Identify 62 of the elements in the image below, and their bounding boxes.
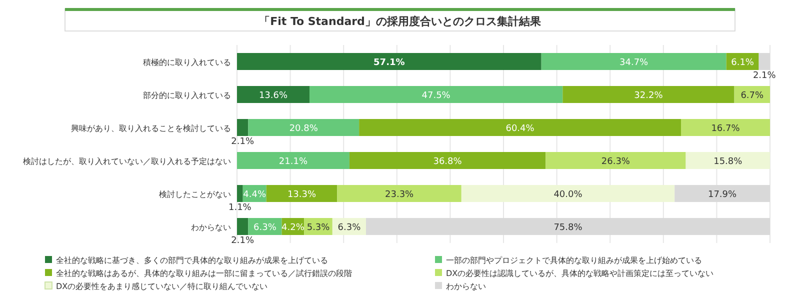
- y-tick-label: 興味があり、取り入れることを検討している: [71, 124, 231, 133]
- data-label: 47.5%: [422, 91, 451, 101]
- bar: [461, 185, 675, 202]
- bar: [237, 185, 243, 202]
- bar: [541, 53, 726, 70]
- bar: [266, 185, 338, 202]
- data-label: 6.3%: [254, 223, 277, 233]
- bar: [337, 185, 462, 202]
- data-label: 13.6%: [258, 91, 288, 101]
- bar: [309, 86, 563, 103]
- data-label: 20.8%: [289, 124, 318, 134]
- data-label: 6.3%: [338, 223, 362, 233]
- y-tick-label: 検討はしたが、取り入れていない／取り入れる予定はない: [23, 157, 231, 166]
- data-label: 4.4%: [243, 190, 266, 200]
- data-label: 16.7%: [711, 124, 740, 134]
- bar: [237, 218, 248, 235]
- data-label: 13.3%: [287, 190, 316, 200]
- data-label: 15.8%: [714, 157, 743, 167]
- legend-label: 一部の部門やプロジェクトで具体的な取り組みが成果を上げ始めている: [446, 256, 702, 265]
- data-label: 2.1%: [752, 71, 776, 81]
- data-label: 1.1%: [228, 203, 252, 213]
- data-label: 26.3%: [601, 157, 630, 167]
- bar: [237, 119, 248, 136]
- y-tick-label: わからない: [191, 223, 231, 232]
- bar: [686, 152, 770, 169]
- bar: [758, 53, 770, 70]
- data-label: 21.1%: [278, 157, 308, 167]
- bar: [674, 185, 770, 202]
- y-tick-label: 部分的に取り入れている: [143, 91, 231, 100]
- data-label: 17.9%: [708, 190, 738, 200]
- data-label: 6.1%: [731, 58, 754, 68]
- legend-label: 全社的な戦略に基づき、多くの部門で具体的な取り組みが成果を上げている: [56, 256, 328, 265]
- data-label: 32.2%: [634, 91, 664, 101]
- data-label: 4.2%: [282, 223, 305, 233]
- y-tick-label: 検討したことがない: [159, 190, 231, 199]
- y-tick-label: 積極的に取り入れている: [143, 58, 231, 67]
- chart-title: 「Fit To Standard」の採用度合いとのクロス集計結果: [259, 15, 542, 28]
- data-label: 34.7%: [620, 58, 649, 68]
- bar: [349, 152, 546, 169]
- legend-label: わからない: [446, 282, 486, 291]
- data-label: 60.4%: [506, 124, 535, 134]
- bar: [680, 119, 770, 136]
- data-label: 23.3%: [385, 190, 414, 200]
- bar: [237, 86, 310, 103]
- legend-label: DXの必要性をあまり感じていない／特に取り組んでいない: [56, 282, 268, 291]
- data-label: 5.3%: [306, 223, 330, 233]
- bar: [237, 53, 542, 70]
- data-label: 75.8%: [554, 223, 583, 233]
- bar: [359, 119, 681, 136]
- data-label: 40.0%: [554, 190, 583, 200]
- bar: [237, 152, 350, 169]
- bar: [366, 218, 770, 235]
- bar: [546, 152, 686, 169]
- legend-label: 全社的な戦略はあるが、具体的な取り組みは一部に留まっている／試行錯誤の段階: [56, 269, 352, 278]
- bar: [562, 86, 734, 103]
- data-label: 57.1%: [374, 58, 405, 68]
- data-label: 2.1%: [231, 137, 254, 147]
- legend-label: DXの必要性は認識しているが、具体的な戦略や計画策定には至っていない: [446, 269, 714, 278]
- data-label: 36.8%: [433, 157, 462, 167]
- bar: [248, 119, 360, 136]
- data-label: 6.7%: [740, 91, 764, 101]
- data-label: 2.1%: [231, 236, 254, 246]
